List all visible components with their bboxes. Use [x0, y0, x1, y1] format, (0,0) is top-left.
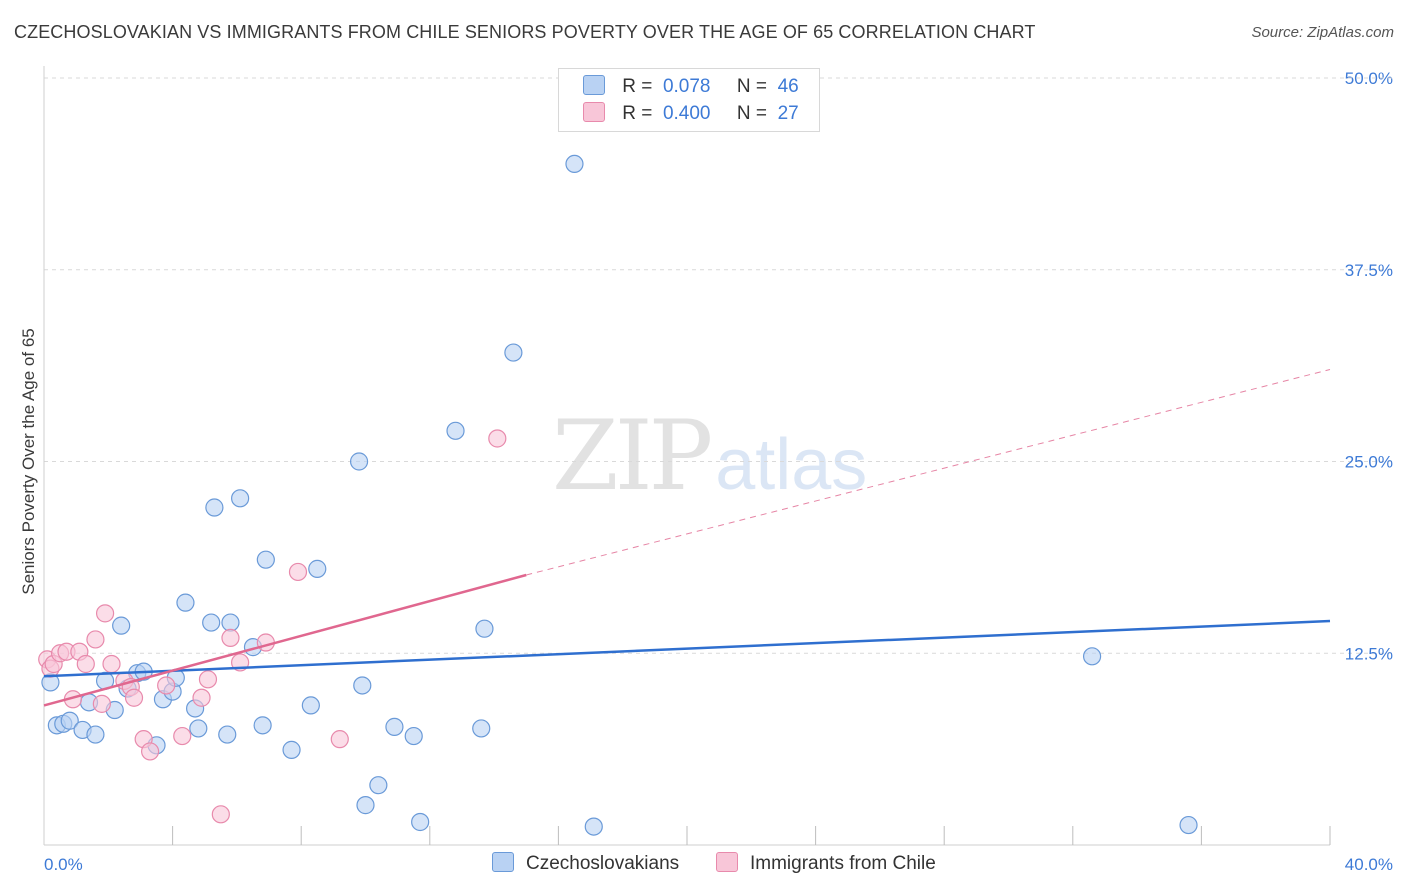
czechoslovakian-point: [356, 796, 375, 815]
y-tick-label: 50.0%: [1345, 69, 1393, 88]
chart-title: CZECHOSLOVAKIAN VS IMMIGRANTS FROM CHILE…: [14, 22, 1036, 42]
x-tick-label-min: 0.0%: [44, 855, 83, 874]
y-axis-title: Seniors Poverty Over the Age of 65: [19, 328, 38, 594]
czechoslovakian-point: [353, 676, 372, 695]
x-tick-label-max: 40.0%: [1345, 855, 1393, 874]
chile-point: [124, 688, 144, 707]
legend-r-value: 0.078: [662, 76, 711, 97]
legend-n-value: 27: [777, 103, 799, 124]
y-tick-label: 25.0%: [1345, 453, 1393, 472]
chile-point: [140, 742, 160, 761]
czechoslovakian-point: [189, 719, 208, 738]
czechoslovakian-point: [202, 613, 221, 632]
y-tick-label: 37.5%: [1345, 261, 1393, 280]
legend-n-label: N =: [736, 76, 768, 97]
czechoslovakian-point: [60, 711, 79, 730]
czechoslovakian-point: [86, 725, 105, 744]
czechoslovakian-point: [504, 343, 523, 362]
czechoslovakian-point: [369, 776, 388, 795]
czechoslovakian-point: [404, 726, 423, 746]
y-tick-label: 12.5%: [1345, 644, 1393, 663]
bottom-legend-swatch-pink: [716, 852, 738, 872]
czechoslovakian-point: [112, 616, 131, 635]
chile-trendline-extension: [526, 368, 1331, 576]
legend-r-value: 0.400: [662, 103, 711, 124]
chile-point: [157, 676, 176, 695]
czechoslovakian-point: [231, 489, 250, 508]
czechoslovakian-point: [385, 717, 404, 736]
chile-point: [211, 805, 230, 824]
czechoslovakian-point: [472, 719, 491, 738]
legend-n-label: N =: [736, 103, 768, 124]
czechoslovakian-point: [349, 452, 369, 471]
chile-point: [488, 429, 507, 448]
czechoslovakian-point: [218, 725, 237, 744]
legend-swatch-blue: [583, 75, 605, 95]
chile-point: [92, 694, 111, 713]
legend-swatch-pink: [583, 102, 605, 122]
czechoslovakian-point: [475, 619, 494, 638]
czechoslovakian-point: [256, 550, 275, 569]
czechoslovakian-point: [565, 154, 584, 174]
czechoslovakian-point: [446, 421, 465, 440]
chile-point: [221, 628, 240, 648]
chile-point: [330, 730, 349, 749]
bottom-legend-czechoslovakians: Czechoslovakians: [492, 852, 679, 875]
czechoslovakian-point: [308, 559, 327, 578]
chile-point: [192, 688, 211, 707]
czechoslovakian-point: [1179, 815, 1198, 835]
chile-point: [173, 726, 192, 746]
bottom-legend-swatch-blue: [492, 852, 514, 872]
bottom-legend-chile: Immigrants from Chile: [716, 852, 936, 875]
chile-point: [86, 630, 105, 649]
czechoslovakian-point: [584, 817, 603, 836]
chile-point: [76, 654, 95, 674]
bottom-legend-label: Czechoslovakians: [526, 853, 680, 874]
correlation-legend: R = 0.078 N = 46 R = 0.400 N = 27: [558, 68, 820, 132]
czechoslovakian-trendline: [43, 619, 1331, 678]
chile-point: [288, 562, 308, 582]
bottom-legend-label: Immigrants from Chile: [750, 853, 936, 874]
chile-point: [102, 654, 121, 674]
source-label: Source: ZipAtlas.com: [1251, 24, 1394, 41]
czechoslovakian-point: [253, 716, 272, 735]
czechoslovakian-point: [205, 498, 224, 517]
chile-point: [95, 604, 115, 623]
chile-point: [256, 633, 275, 652]
chile-point: [198, 670, 218, 689]
czechoslovakian-point: [221, 613, 240, 632]
legend-n-value: 46: [777, 76, 799, 97]
legend-r-label: R =: [622, 76, 653, 97]
legend-row-chile: R = 0.400 N = 27: [583, 102, 799, 128]
czechoslovakian-point: [411, 812, 430, 832]
czechoslovakian-point: [176, 593, 195, 612]
czechoslovakian-point: [1082, 647, 1102, 666]
chile-trendline: [43, 573, 527, 707]
czechoslovakian-point: [282, 740, 301, 759]
legend-r-label: R =: [622, 103, 653, 124]
czechoslovakian-point: [301, 696, 320, 715]
legend-row-czechoslovakians: R = 0.078 N = 46: [583, 75, 799, 101]
